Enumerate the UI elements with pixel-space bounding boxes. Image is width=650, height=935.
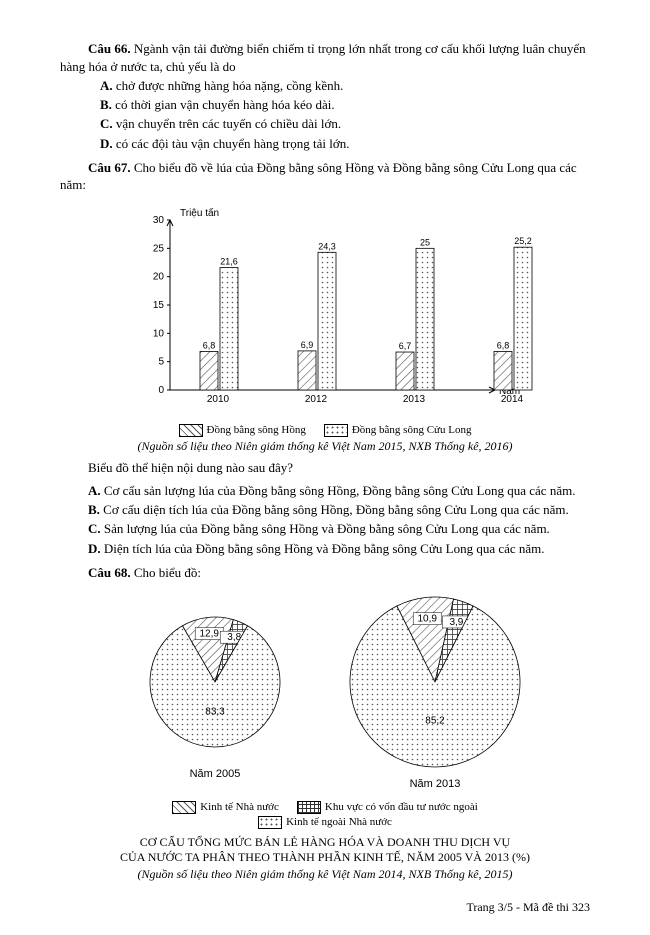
svg-text:2010: 2010 <box>207 394 230 405</box>
q66-label: Câu 66. <box>88 41 131 56</box>
page-footer: Trang 3/5 - Mã đề thi 323 <box>60 900 590 915</box>
q67-optA: Cơ cấu sản lượng lúa của Đồng bằng sông … <box>104 483 576 498</box>
q67-optC: Sản lượng lúa của Đồng bằng sông Hồng và… <box>104 521 550 536</box>
q68-text: Cho biểu đồ: <box>134 565 201 580</box>
svg-text:5: 5 <box>158 357 164 368</box>
svg-text:6,8: 6,8 <box>497 340 510 350</box>
svg-text:12,9: 12,9 <box>199 629 219 640</box>
q66-text: Ngành vận tải đường biển chiếm tỉ trọng … <box>60 41 586 74</box>
pie-legend-2: Kinh tế ngoài Nhà nước <box>60 816 590 829</box>
svg-text:83,3: 83,3 <box>205 706 225 717</box>
svg-text:6,9: 6,9 <box>301 340 314 350</box>
svg-text:6,7: 6,7 <box>399 341 412 351</box>
q67-text: Cho biểu đồ về lúa của Đồng bằng sông Hồ… <box>60 160 577 193</box>
pie-chart-source: (Nguồn số liệu theo Niên giám thống kê V… <box>60 867 590 882</box>
q66-options: A. chở được những hàng hóa nặng, cồng kề… <box>100 77 590 153</box>
bar-chart-svg: 051015202530Triệu tấnNăm6,821,620106,924… <box>115 200 535 420</box>
bar-chart: 051015202530Triệu tấnNăm6,821,620106,924… <box>60 200 590 454</box>
svg-text:20: 20 <box>153 272 165 283</box>
q67-subq: Biểu đồ thể hiện nội dung nào sau đây? <box>60 460 590 476</box>
svg-text:2014: 2014 <box>501 394 524 405</box>
question-66: Câu 66. Ngành vận tải đường biển chiếm t… <box>60 40 590 153</box>
pie-legend-state: Kinh tế Nhà nước <box>200 801 279 813</box>
question-68: Câu 68. Cho biểu đồ: <box>60 564 590 582</box>
q66-intro: Câu 66. Ngành vận tải đường biển chiếm t… <box>60 40 590 75</box>
svg-text:0: 0 <box>158 385 164 396</box>
q67-label: Câu 67. <box>88 160 131 175</box>
bar-chart-source: (Nguồn số liệu theo Niên giám thống kê V… <box>60 439 590 454</box>
svg-text:6,8: 6,8 <box>203 340 216 350</box>
svg-text:15: 15 <box>153 300 165 311</box>
svg-text:25: 25 <box>420 237 430 247</box>
pie-charts: 12,93,883,310,93,985,2Năm 2005Năm 2013 K… <box>60 587 590 882</box>
svg-text:30: 30 <box>153 215 165 226</box>
q67-optD: Diện tích lúa của Đồng bằng sông Hồng và… <box>104 541 545 556</box>
svg-text:85,2: 85,2 <box>425 715 445 726</box>
svg-text:10,9: 10,9 <box>417 614 437 625</box>
bar-legend-1: Đồng bằng sông Hồng <box>207 424 306 436</box>
q66-optB: có thời gian vận chuyển hàng hóa kéo dài… <box>115 97 335 112</box>
bar-legend-2: Đồng bằng sông Cửu Long <box>352 424 472 436</box>
bar-legend: Đồng bằng sông Hồng Đồng bằng sông Cửu L… <box>60 424 590 437</box>
pie-legend: Kinh tế Nhà nước Khu vực có vốn đầu tư n… <box>60 801 590 814</box>
q66-optC: vận chuyển trên các tuyến có chiều dài l… <box>116 116 341 131</box>
pie-legend-nonstate: Kinh tế ngoài Nhà nước <box>286 816 392 828</box>
q67-optB: Cơ cấu diện tích lúa của Đồng bằng sông … <box>103 502 569 517</box>
svg-text:Năm 2013: Năm 2013 <box>410 778 461 790</box>
q68-label: Câu 68. <box>88 565 131 580</box>
svg-text:2013: 2013 <box>403 394 426 405</box>
pie-chart-svg: 12,93,883,310,93,985,2Năm 2005Năm 2013 <box>85 587 565 797</box>
svg-text:3,9: 3,9 <box>449 617 463 628</box>
svg-text:2012: 2012 <box>305 394 328 405</box>
q66-optA: chở được những hàng hóa nặng, cồng kềnh. <box>116 78 343 93</box>
svg-text:Triệu tấn: Triệu tấn <box>180 207 219 219</box>
svg-text:10: 10 <box>153 328 165 339</box>
q66-optD: có các đội tàu vận chuyển hàng trọng tải… <box>116 136 350 151</box>
pie-legend-foreign: Khu vực có vốn đầu tư nước ngoài <box>325 801 478 813</box>
q67-options: A. Cơ cấu sản lượng lúa của Đồng bằng sô… <box>88 482 590 558</box>
svg-text:25,2: 25,2 <box>514 236 532 246</box>
question-67: Câu 67. Cho biểu đồ về lúa của Đồng bằng… <box>60 159 590 194</box>
svg-text:Năm 2005: Năm 2005 <box>190 768 241 780</box>
svg-text:24,3: 24,3 <box>318 241 336 251</box>
svg-text:25: 25 <box>153 243 165 254</box>
svg-text:21,6: 21,6 <box>220 257 238 267</box>
pie-chart-title: CƠ CẤU TỔNG MỨC BÁN LẺ HÀNG HÓA VÀ DOANH… <box>60 835 590 865</box>
